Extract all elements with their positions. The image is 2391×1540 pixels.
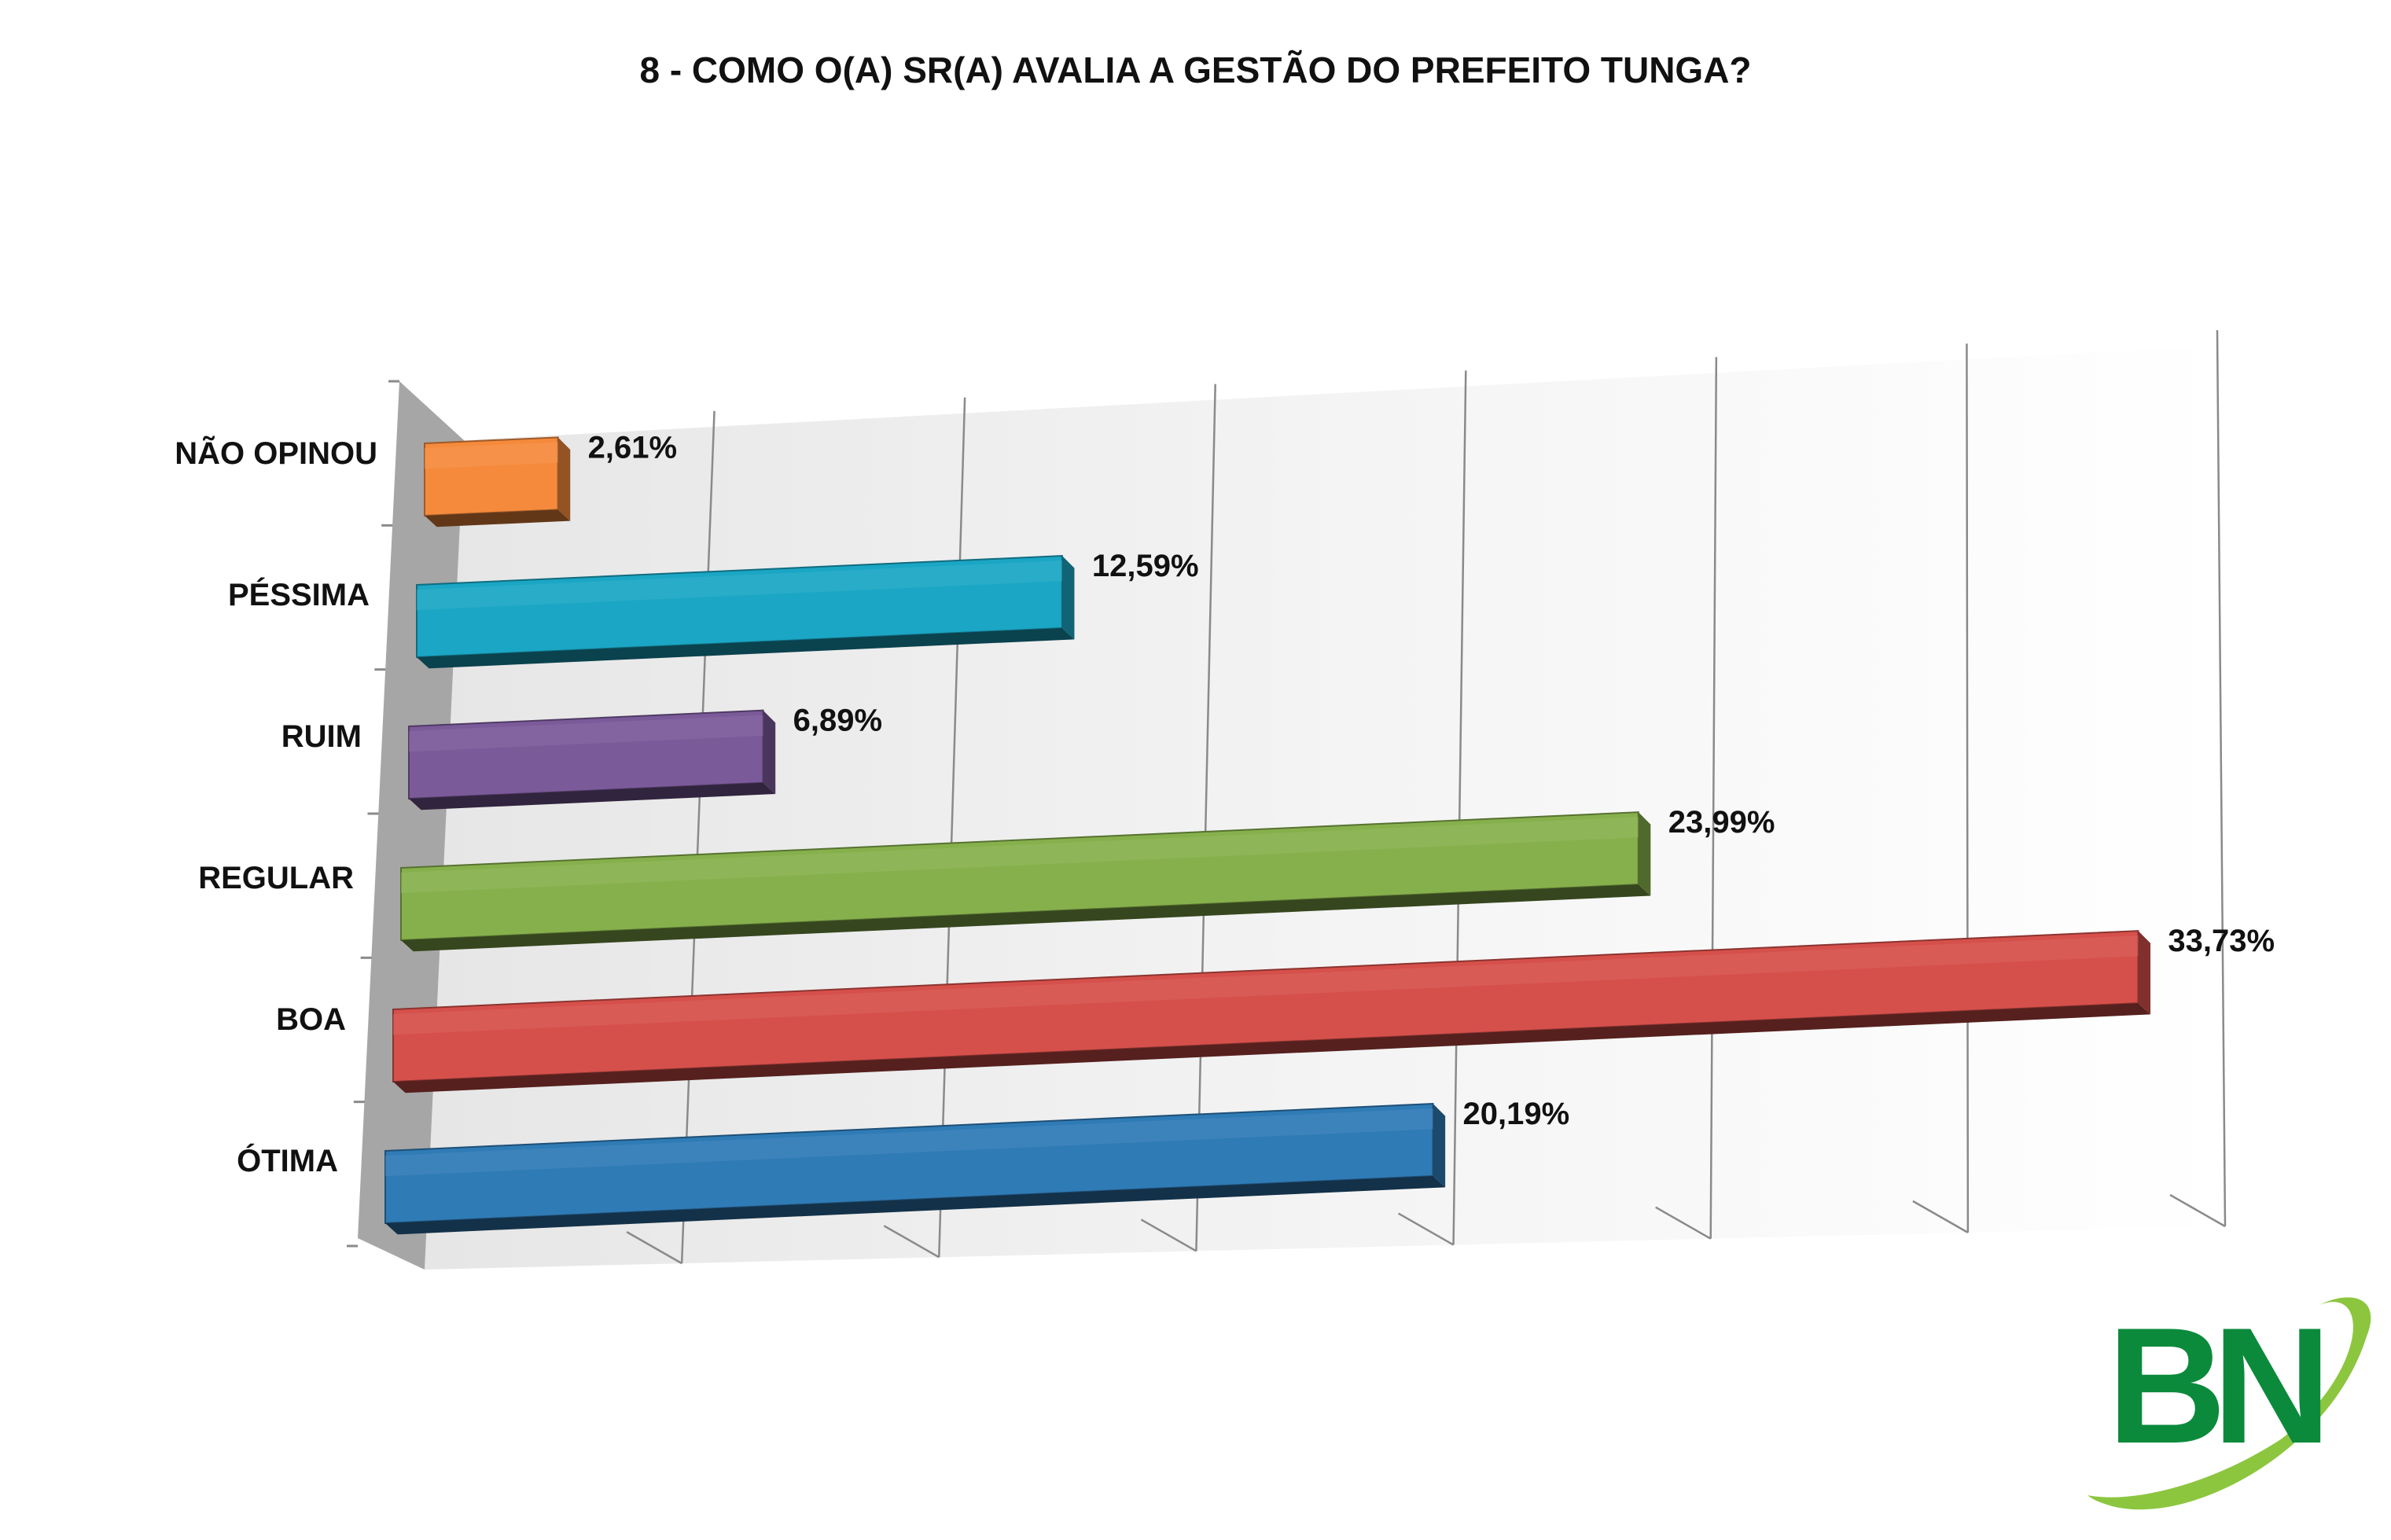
bar-bottom xyxy=(417,628,1075,669)
gridline xyxy=(1452,370,1467,1245)
bar-highlight xyxy=(409,715,763,752)
value-label: 2,61% xyxy=(588,430,677,465)
category-label: NÃO OPINOU xyxy=(175,435,377,471)
bar-highlight xyxy=(393,935,2139,1035)
gridlines xyxy=(626,329,2227,1265)
bar-bottom xyxy=(425,509,571,527)
bar-bottom xyxy=(393,1003,2151,1093)
gridline xyxy=(680,410,715,1264)
bar-boa xyxy=(392,930,2151,1093)
bar-regular xyxy=(400,811,1651,952)
bar-highlight xyxy=(401,817,1639,894)
gridline xyxy=(938,397,966,1258)
category-label: REGULAR xyxy=(198,861,354,895)
logo-text: BN xyxy=(2107,1293,2321,1478)
value-label: 33,73% xyxy=(2168,924,2275,958)
bar-highlight xyxy=(417,561,1062,611)
gridline-foot xyxy=(1655,1206,1712,1240)
gridline xyxy=(2216,329,2227,1227)
gridline-foot xyxy=(883,1225,940,1259)
bar-end xyxy=(763,710,776,795)
bar-end xyxy=(1638,812,1651,896)
category-label: RUIM xyxy=(281,719,362,754)
bar-bottom xyxy=(409,782,776,810)
bars xyxy=(384,436,2151,1235)
bar-end xyxy=(2138,931,2151,1015)
bar-ruim xyxy=(408,709,776,810)
gridline-foot xyxy=(2169,1193,2226,1228)
bar-highlight xyxy=(425,442,558,469)
bar-bottom xyxy=(401,884,1651,952)
value-label: 12,59% xyxy=(1092,549,1199,583)
value-label: 23,99% xyxy=(1668,805,1775,840)
category-label: PÉSSIMA xyxy=(228,577,370,612)
bar-end xyxy=(1433,1104,1446,1188)
gridline-foot xyxy=(626,1231,682,1265)
bar-n-o-opinou xyxy=(424,436,571,527)
logo-swoosh-inner xyxy=(2088,1423,2304,1507)
value-label: 20,19% xyxy=(1463,1097,1570,1131)
gridline-foot xyxy=(1397,1212,1455,1246)
bar-bottom xyxy=(385,1176,1446,1235)
bar-end xyxy=(557,437,571,521)
gridline xyxy=(1195,384,1216,1251)
category-ticks xyxy=(347,380,399,1248)
gridline-foot xyxy=(1140,1218,1197,1252)
bar-end xyxy=(1061,556,1075,640)
value-label: 6,89% xyxy=(793,704,882,738)
gridline xyxy=(1709,357,1718,1239)
gridline xyxy=(1966,344,1970,1233)
category-label: BOA xyxy=(276,1002,346,1037)
bar--tima xyxy=(384,1102,1446,1235)
category-label: ÓTIMA xyxy=(237,1142,338,1178)
chart-title: 8 - COMO O(A) SR(A) AVALIA A GESTÃO DO P… xyxy=(639,50,1752,90)
labels: NÃO OPINOU 2,61% PÉSSIMA 12,59% RUIM 6,89% REG… xyxy=(175,430,2275,1178)
bar-highlight xyxy=(385,1108,1433,1177)
gridline-foot xyxy=(1912,1200,1969,1233)
bar-p-ssima xyxy=(416,555,1075,669)
